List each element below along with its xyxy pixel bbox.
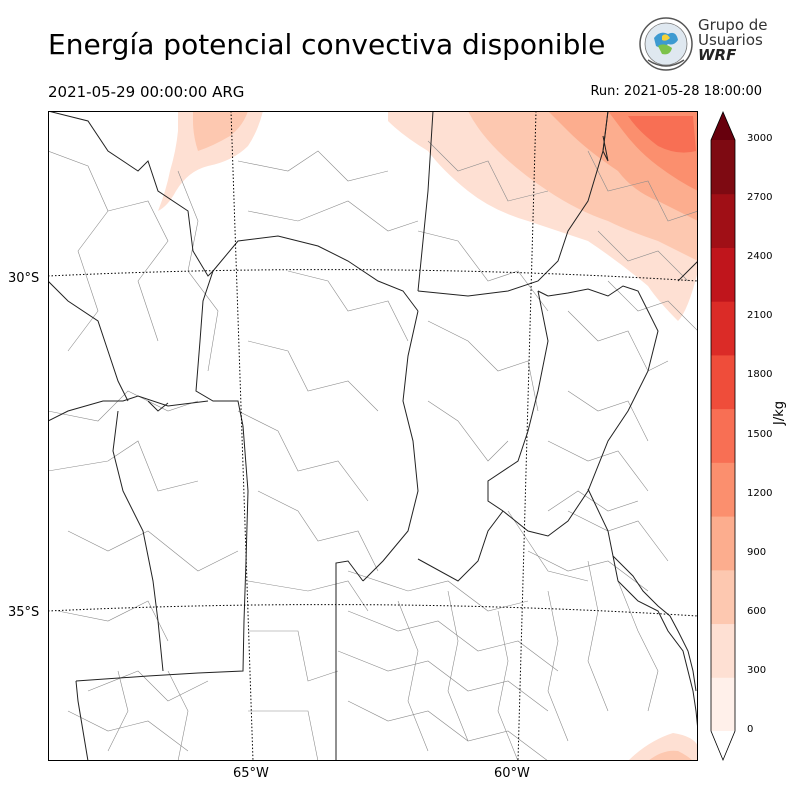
colorbar-outline [710,110,736,762]
logo-line-3: WRF [698,46,737,64]
lat-label-30s: 30°S [8,271,40,286]
colorbar-tick-label: 900 [747,546,767,558]
colorbar-band-9 [711,193,735,248]
colorbar-tick-label: 1800 [747,369,773,381]
colorbar-tick-label: 300 [747,664,767,676]
colorbar-unit: J/kg [772,401,787,425]
run-time-label: Run: 2021-05-28 18:00:00 [590,84,762,99]
colorbar-band-6 [711,354,735,410]
colorbar-tick-label: 1200 [747,487,773,499]
colorbar-band-8 [711,247,735,302]
colorbar-band-4 [711,462,735,517]
lon-label-65w: 65°W [233,766,269,781]
map-border [48,111,698,761]
valid-time-label: 2021-05-29 00:00:00 ARG [48,83,245,101]
colorbar [710,110,736,762]
logo-text: Grupo de Usuarios WRF [698,18,768,63]
colorbar-over-triangle [711,112,735,140]
colorbar-band-0 [711,677,735,732]
lat-label-35s: 35°S [8,605,40,620]
colorbar-band-2 [711,569,735,625]
lon-label-60w: 60°W [494,766,530,781]
colorbar-tick-label: 0 [747,724,754,735]
colorbar-tick-label: 2700 [747,192,773,204]
globe-icon [639,17,693,71]
colorbar-tick-label: 3000 [747,133,773,144]
map-title: Energía potencial convectiva disponible [48,28,606,61]
wrf-logo: Grupo de Usuarios WRF [638,16,768,72]
coastline [612,555,697,692]
cape-shading [158,111,698,761]
colorbar-tick-label: 1500 [747,428,773,440]
province-boundaries [48,111,698,761]
colorbar-tick-label: 600 [747,605,767,617]
colorbar-band-3 [711,516,735,571]
logo-line-2: Usuarios [698,31,763,49]
colorbar-tick-label: 2400 [747,251,773,263]
map-panel [48,111,698,761]
colorbar-band-5 [711,408,735,463]
colorbar-under-triangle [711,731,735,760]
colorbar-band-10 [711,140,735,195]
colorbar-band-1 [711,623,735,678]
colorbar-tick-label: 2100 [747,310,773,322]
graticule [48,111,698,761]
logo-line-1: Grupo de [698,16,768,34]
colorbar-band-7 [711,301,735,356]
